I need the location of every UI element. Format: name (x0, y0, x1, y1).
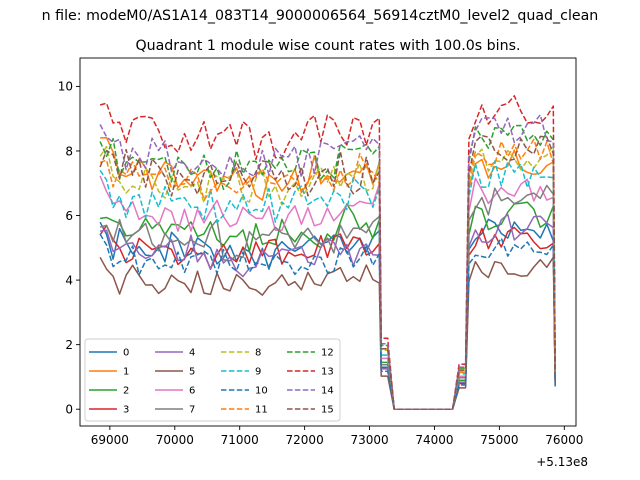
legend-label-9: 9 (255, 367, 261, 378)
x-tick-label: 72000 (286, 433, 324, 447)
legend-label-4: 4 (189, 348, 195, 359)
series-line-4 (100, 213, 556, 410)
x-tick-label: 69000 (91, 433, 129, 447)
legend-label-6: 6 (189, 386, 195, 397)
series-line-1 (100, 136, 556, 410)
x-tick-label: 76000 (545, 433, 583, 447)
plot-frame (79, 57, 577, 427)
x-axis: 69000 70000 71000 72000 73000 74000 75000 76000 (91, 426, 583, 447)
y-tick-label: 8 (65, 144, 73, 158)
series-line-7 (99, 184, 556, 410)
y-axis: 0 2 4 6 8 10 (58, 80, 80, 417)
series-line-14 (99, 114, 556, 410)
legend-label-3: 3 (123, 405, 129, 416)
series-line-13 (99, 95, 556, 410)
figure-suptitle: n file: modeM0/AS1A14_083T14_9000006564_… (42, 8, 599, 24)
y-tick-label: 2 (65, 338, 73, 352)
series-line-8 (99, 144, 556, 410)
series-line-6 (99, 175, 556, 410)
legend-label-7: 7 (189, 405, 195, 416)
legend-label-15: 15 (321, 405, 334, 416)
x-tick-label: 73000 (350, 433, 388, 447)
legend-label-11: 11 (255, 405, 268, 416)
y-tick-label: 10 (58, 80, 73, 94)
series-line-9 (99, 160, 556, 410)
series-line-3 (99, 224, 556, 410)
x-offset-label: +5.13e8 (536, 455, 588, 469)
legend-label-10: 10 (255, 386, 268, 397)
y-tick-label: 4 (65, 273, 73, 287)
chart-title: Quadrant 1 module wise count rates with … (135, 38, 520, 54)
legend-label-0: 0 (123, 348, 129, 359)
legend-label-5: 5 (189, 367, 195, 378)
x-tick-label: 70000 (156, 433, 194, 447)
y-tick-label: 6 (65, 209, 73, 223)
series-line-15 (99, 134, 556, 410)
series-line-12 (99, 124, 556, 410)
x-tick-label: 75000 (480, 433, 518, 447)
series-line-2 (99, 201, 556, 410)
legend-label-1: 1 (123, 367, 129, 378)
legend-label-13: 13 (321, 367, 334, 378)
x-tick-label: 74000 (415, 433, 453, 447)
series-line-10 (99, 233, 556, 410)
series-line-11 (99, 138, 556, 410)
legend-label-12: 12 (321, 348, 334, 359)
legend-label-2: 2 (123, 386, 129, 397)
legend-label-8: 8 (255, 348, 261, 359)
y-tick-label: 0 (65, 403, 73, 417)
series-line-0 (99, 218, 556, 410)
legend-box (84, 338, 341, 422)
series-lines (99, 95, 556, 410)
legend-label-14: 14 (321, 386, 334, 397)
x-tick-label: 71000 (221, 433, 259, 447)
